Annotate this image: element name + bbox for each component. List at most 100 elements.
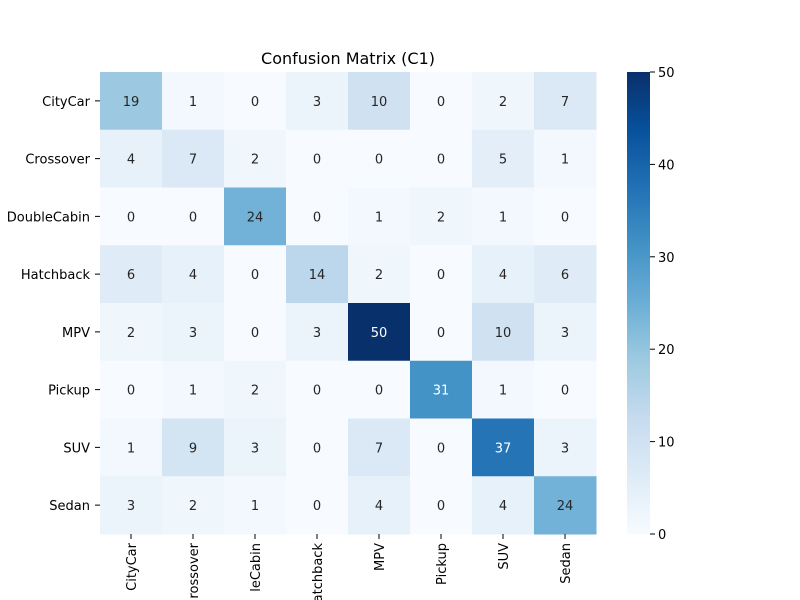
- heatmap-cell: [224, 129, 287, 188]
- cell-value-label: 0: [437, 326, 445, 341]
- heatmap-cell: [162, 418, 225, 477]
- heatmap-cell: [410, 476, 473, 535]
- y-tick-label: Hatchback: [21, 268, 91, 283]
- cell-value-label: 0: [313, 210, 321, 225]
- cell-value-label: 10: [371, 95, 388, 110]
- cell-value-label: 0: [251, 326, 259, 341]
- cell-value-label: 6: [561, 268, 569, 283]
- cell-value-label: 31: [433, 384, 450, 399]
- heatmap-cell: [410, 360, 473, 419]
- cell-value-label: 1: [375, 210, 383, 225]
- heatmap-cell: [286, 245, 349, 304]
- cell-value-label: 0: [437, 268, 445, 283]
- cell-value-label: 0: [437, 499, 445, 514]
- heatmap-cell: [162, 476, 225, 535]
- heatmap-cell: [410, 245, 473, 304]
- heatmap-cell: [472, 245, 535, 304]
- heatmap-cell: [224, 245, 287, 304]
- heatmap-cell: [472, 418, 535, 477]
- y-tick-label: CityCar: [42, 95, 91, 110]
- cell-value-label: 7: [189, 153, 197, 168]
- heatmap-cell: [100, 360, 163, 419]
- heatmap-cell: [162, 187, 225, 246]
- heatmap-cell: [224, 360, 287, 419]
- heatmap-cells: 19 1 0 3 10 0 2 74 7 2 0 0 0 5 10 0 24 0 1 2 1 06 4 0 14 2 0 4 62 3 0 3…: [100, 72, 597, 535]
- colorbar-tick-label: 10: [658, 436, 675, 451]
- cell-value-label: 2: [375, 268, 383, 283]
- heatmap-cell: [348, 360, 411, 419]
- x-axis: CityCar rossover leCabin atchback MPV Pickup S…: [125, 534, 574, 600]
- heatmap-cell: [534, 418, 597, 477]
- x-tick-label: rossover: [187, 542, 202, 598]
- heatmap-cell: [162, 129, 225, 188]
- heatmap-cell: [472, 72, 535, 131]
- cell-value-label: 1: [189, 384, 197, 399]
- heatmap-cell: [348, 303, 411, 362]
- x-tick-label: leCabin: [249, 543, 264, 592]
- cell-value-label: 14: [309, 268, 326, 283]
- cell-value-label: 0: [561, 384, 569, 399]
- heatmap-cell: [100, 303, 163, 362]
- heatmap-cell: [348, 476, 411, 535]
- heatmap-cell: [534, 187, 597, 246]
- cell-value-label: 7: [375, 441, 383, 456]
- cell-value-label: 5: [499, 153, 507, 168]
- cell-value-label: 3: [127, 499, 135, 514]
- cell-value-label: 1: [561, 153, 569, 168]
- cell-value-label: 0: [313, 441, 321, 456]
- heatmap-cell: [224, 72, 287, 131]
- heatmap-cell: [472, 303, 535, 362]
- heatmap-cell: [286, 72, 349, 131]
- cell-value-label: 1: [251, 499, 259, 514]
- heatmap-cell: [348, 129, 411, 188]
- cell-value-label: 4: [499, 268, 507, 283]
- cell-value-label: 19: [123, 95, 140, 110]
- heatmap-cell: [410, 129, 473, 188]
- cell-value-label: 0: [561, 210, 569, 225]
- cell-value-label: 9: [189, 441, 197, 456]
- cell-value-label: 6: [127, 268, 135, 283]
- colorbar-tick-label: 30: [658, 251, 675, 266]
- cell-value-label: 2: [499, 95, 507, 110]
- heatmap-cell: [286, 360, 349, 419]
- cell-value-label: 0: [375, 153, 383, 168]
- cell-value-label: 0: [375, 384, 383, 399]
- cell-value-label: 4: [189, 268, 197, 283]
- cell-value-label: 0: [251, 268, 259, 283]
- colorbar-tick-label: 0: [658, 528, 666, 543]
- heatmap-cell: [100, 245, 163, 304]
- heatmap-cell: [410, 72, 473, 131]
- heatmap-cell: [472, 187, 535, 246]
- heatmap-cell: [472, 360, 535, 419]
- heatmap-cell: [348, 72, 411, 131]
- cell-value-label: 0: [437, 153, 445, 168]
- cell-value-label: 7: [561, 95, 569, 110]
- heatmap-cell: [224, 418, 287, 477]
- colorbar-gradient: [627, 72, 650, 534]
- heatmap-cell: [224, 187, 287, 246]
- heatmap-cell: [534, 360, 597, 419]
- heatmap-cell: [224, 303, 287, 362]
- cell-value-label: 1: [499, 210, 507, 225]
- heatmap-cell: [286, 418, 349, 477]
- cell-value-label: 4: [127, 153, 135, 168]
- heatmap-cell: [472, 129, 535, 188]
- heatmap-cell: [100, 418, 163, 477]
- heatmap-cell: [100, 72, 163, 131]
- cell-value-label: 2: [127, 326, 135, 341]
- cell-value-label: 0: [313, 384, 321, 399]
- heatmap-cell: [534, 245, 597, 304]
- heatmap-cell: [534, 476, 597, 535]
- heatmap-cell: [410, 418, 473, 477]
- cell-value-label: 0: [189, 210, 197, 225]
- cell-value-label: 0: [251, 95, 259, 110]
- cell-value-label: 3: [561, 441, 569, 456]
- heatmap-cell: [348, 418, 411, 477]
- y-tick-label: SUV: [63, 441, 90, 456]
- heatmap-cell: [286, 476, 349, 535]
- cell-value-label: 4: [499, 499, 507, 514]
- cell-value-label: 2: [251, 153, 259, 168]
- heatmap-cell: [286, 187, 349, 246]
- y-axis: CityCar Crossover DoubleCabin Hatchback MPV P…: [7, 95, 100, 514]
